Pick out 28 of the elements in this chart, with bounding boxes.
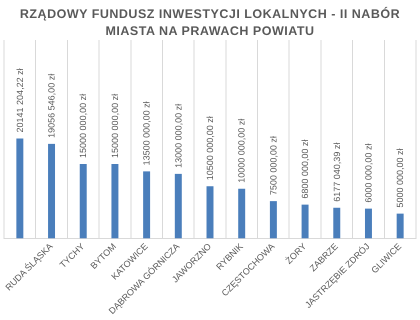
bar (302, 204, 309, 238)
data-label: 10500 000,00 zł (205, 116, 215, 180)
data-label: 7500 000,00 zł (268, 136, 278, 196)
data-label: 6177 040,39 zł (332, 142, 342, 202)
chart-subtitle: MIASTA NA PRAWACH POWIATU (104, 23, 316, 40)
chart-title: RZĄDOWY FUNDUSZ INWESTYCJI LOKALNYCH - II NABÓR (18, 6, 402, 23)
bar (396, 214, 404, 238)
data-label: 15000 000,00 zł (78, 94, 88, 158)
data-label: 5000 000,00 zł (395, 148, 406, 208)
bar (16, 138, 24, 238)
bar (206, 186, 214, 238)
bar (48, 144, 56, 238)
data-label: 20141 204,22 zł (14, 68, 25, 132)
bar (364, 208, 372, 238)
bar (270, 201, 277, 238)
bar (238, 188, 246, 238)
data-label: 15000 000,00 zł (110, 94, 120, 158)
data-label: 13000 000,00 zł (173, 104, 184, 168)
bar (80, 164, 87, 238)
data-label: 6000 000,00 zł (363, 144, 374, 203)
data-label: 6800 000,00 zł (300, 140, 310, 199)
data-label: 10000 000,00 zł (236, 118, 247, 183)
bar (174, 174, 182, 238)
bar (143, 171, 150, 238)
bar (111, 164, 118, 238)
data-label: 13500 000,00 zł (142, 101, 152, 166)
bar (333, 208, 340, 238)
data-label: 19056 546,00 zł (46, 74, 57, 138)
